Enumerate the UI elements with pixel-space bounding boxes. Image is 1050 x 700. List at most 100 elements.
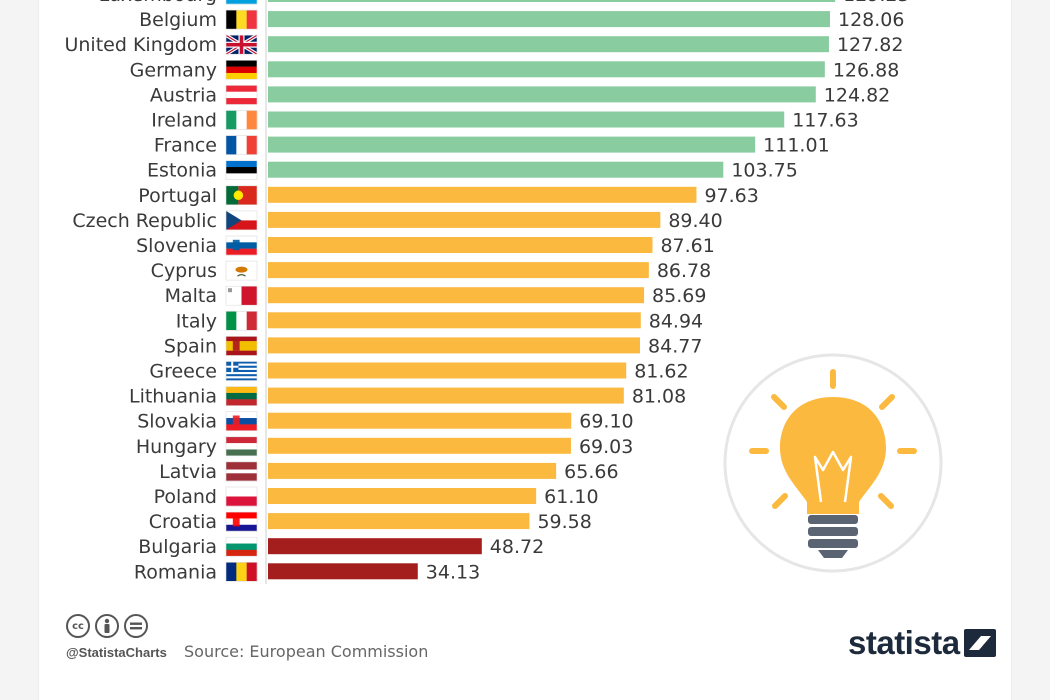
bulb-rays bbox=[749, 369, 917, 509]
flag-slovakia-icon bbox=[225, 411, 258, 432]
bar-row-austria: Austria 124.82 bbox=[150, 84, 890, 106]
bar bbox=[268, 211, 661, 228]
country-label: Greece bbox=[149, 361, 217, 383]
bar-row-lithuania: Lithuania 81.08 bbox=[129, 386, 686, 408]
bar-row-poland: Poland 61.10 bbox=[154, 486, 599, 508]
value-label: 81.62 bbox=[634, 361, 688, 383]
country-label: Ireland bbox=[151, 110, 217, 132]
country-label: Poland bbox=[154, 486, 217, 508]
value-label: 129.23 bbox=[843, 0, 909, 6]
value-label: 128.06 bbox=[838, 9, 904, 31]
flag-malta-icon bbox=[225, 285, 258, 306]
statista-handle[interactable]: @StatistaCharts bbox=[66, 645, 167, 660]
bulb-base-tip bbox=[818, 550, 848, 558]
flag-czech-republic-icon bbox=[225, 210, 258, 231]
bulb-base-ring bbox=[808, 527, 858, 536]
bar-row-greece: Greece 81.62 bbox=[149, 361, 688, 383]
country-label: France bbox=[154, 135, 217, 157]
bar-row-latvia: Latvia 65.66 bbox=[159, 461, 618, 483]
bar bbox=[268, 337, 641, 354]
bar-row-france: France 111.01 bbox=[154, 135, 830, 157]
bar-row-italy: Italy 84.94 bbox=[176, 310, 703, 332]
bar-row-germany: Germany 126.88 bbox=[130, 59, 900, 81]
brand-name: statista bbox=[848, 624, 960, 661]
bar-row-united-kingdom: United Kingdom 127.82 bbox=[64, 33, 903, 56]
value-label: 86.78 bbox=[657, 260, 711, 282]
light-bulb-icon bbox=[780, 397, 886, 514]
bar bbox=[268, 136, 756, 153]
bar bbox=[268, 538, 482, 555]
flag-estonia-icon bbox=[225, 160, 258, 180]
country-label: United Kingdom bbox=[64, 34, 217, 56]
bulb-filament bbox=[813, 450, 853, 503]
bar bbox=[268, 437, 571, 454]
value-label: 65.66 bbox=[564, 461, 618, 483]
bar-row-hungary: Hungary 69.03 bbox=[136, 436, 633, 458]
bar-row-luxembourg: Luxembourg 129.23 bbox=[99, 0, 910, 6]
country-label: Slovenia bbox=[136, 235, 217, 257]
value-label: 111.01 bbox=[763, 135, 829, 157]
country-label: Latvia bbox=[159, 461, 217, 483]
bar bbox=[268, 262, 649, 279]
bar bbox=[268, 186, 697, 203]
value-label: 85.69 bbox=[652, 285, 706, 307]
value-label: 69.10 bbox=[579, 411, 633, 433]
country-label: Cyprus bbox=[151, 260, 217, 282]
value-label: 34.13 bbox=[426, 561, 480, 583]
flag-luxembourg-icon bbox=[225, 0, 258, 5]
flag-bulgaria-icon bbox=[225, 536, 258, 557]
flag-portugal-icon bbox=[225, 185, 258, 206]
source-note: Source: European Commission bbox=[184, 642, 429, 661]
flag-cyprus-icon bbox=[225, 260, 258, 281]
bar bbox=[268, 111, 785, 128]
bar bbox=[268, 412, 572, 429]
flag-italy-icon bbox=[225, 310, 258, 331]
flag-ireland-icon bbox=[225, 110, 258, 130]
value-label: 59.58 bbox=[537, 511, 591, 533]
flag-belgium-icon bbox=[225, 9, 258, 30]
value-label: 103.75 bbox=[731, 160, 797, 182]
value-label: 61.10 bbox=[544, 486, 598, 508]
bar bbox=[268, 161, 724, 178]
value-label: 97.63 bbox=[704, 185, 758, 207]
bar-row-ireland: Ireland 117.63 bbox=[151, 110, 858, 132]
country-label: Slovakia bbox=[137, 411, 217, 433]
flag-latvia-icon bbox=[225, 461, 258, 482]
flag-spain-icon bbox=[225, 336, 258, 356]
flag-poland-icon bbox=[225, 486, 258, 507]
value-label: 124.82 bbox=[824, 84, 890, 106]
country-label: Estonia bbox=[147, 160, 217, 182]
country-label: Spain bbox=[164, 335, 217, 357]
bar bbox=[268, 61, 825, 78]
cc-icon[interactable]: cc bbox=[66, 614, 90, 638]
country-label: Portugal bbox=[138, 185, 217, 207]
license-icons: cc bbox=[66, 614, 148, 638]
by-icon[interactable] bbox=[95, 614, 119, 638]
statista-logo[interactable]: statista bbox=[848, 624, 996, 662]
country-label: Germany bbox=[130, 59, 217, 81]
bar bbox=[268, 513, 530, 530]
value-label: 127.82 bbox=[837, 34, 903, 56]
bar-row-belgium: Belgium 128.06 bbox=[139, 9, 904, 31]
bar bbox=[268, 237, 653, 253]
value-label: 126.88 bbox=[833, 59, 899, 81]
bar-row-estonia: Estonia 103.75 bbox=[147, 160, 798, 182]
nd-icon[interactable] bbox=[124, 614, 148, 638]
bar bbox=[268, 36, 829, 53]
bar-row-slovakia: Slovakia 69.10 bbox=[137, 411, 633, 433]
value-label: 87.61 bbox=[660, 235, 714, 257]
flag-united-kingdom-icon bbox=[225, 33, 258, 56]
flag-austria-icon bbox=[225, 85, 258, 105]
statista-logo-icon bbox=[963, 629, 996, 657]
country-label: Bulgaria bbox=[138, 536, 217, 558]
value-label: 89.40 bbox=[668, 210, 722, 232]
flag-hungary-icon bbox=[225, 436, 258, 457]
value-label: 84.94 bbox=[649, 310, 703, 332]
bar-row-romania: Romania 34.13 bbox=[134, 561, 480, 583]
bar-row-portugal: Portugal 97.63 bbox=[138, 185, 759, 207]
bulb-base-ring bbox=[808, 515, 858, 524]
flag-croatia-icon bbox=[225, 511, 258, 532]
value-label: 69.03 bbox=[579, 436, 633, 458]
country-label: Croatia bbox=[149, 511, 217, 533]
